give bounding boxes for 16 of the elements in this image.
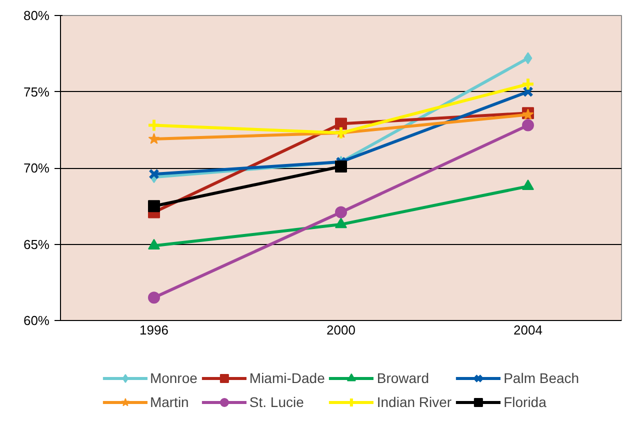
- legend-label: Martin: [150, 394, 189, 410]
- y-tick-label: 65%: [23, 236, 50, 252]
- legend-label: Indian River: [376, 394, 452, 410]
- legend-label: Miami-Dade: [249, 370, 325, 386]
- x-tick-label: 2004: [514, 322, 542, 338]
- legend-label: Palm Beach: [504, 370, 580, 386]
- x-tick-label: 1996: [140, 322, 168, 338]
- legend-label: Monroe: [150, 370, 198, 386]
- legend-label: Broward: [376, 370, 430, 386]
- y-tick-label: 70%: [23, 160, 50, 176]
- y-tick-label: 75%: [23, 84, 50, 100]
- y-tick-label: 80%: [23, 8, 50, 23]
- y-tick-label: 60%: [23, 313, 50, 328]
- legend-label: St. Lucie: [249, 394, 304, 410]
- legend-label: Florida: [504, 394, 546, 410]
- x-tick-label: 2000: [326, 322, 356, 338]
